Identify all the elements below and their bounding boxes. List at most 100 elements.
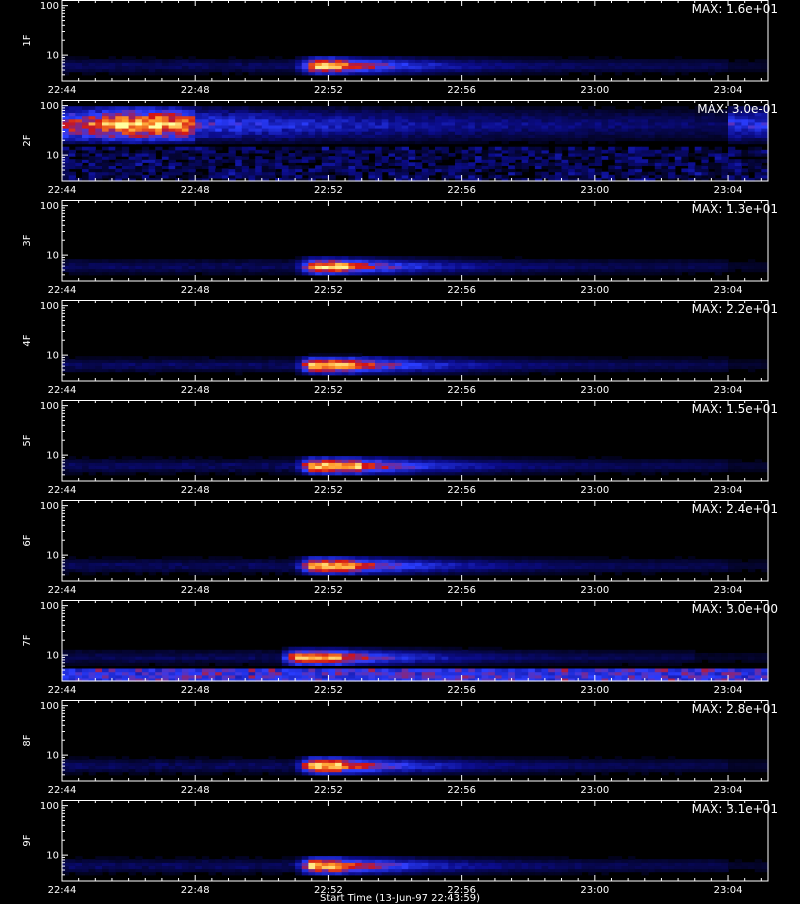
heatmap-cell xyxy=(229,113,236,117)
heatmap-cell xyxy=(422,147,429,151)
heatmap-cell xyxy=(162,356,169,360)
heatmap-cell xyxy=(668,59,675,63)
heatmap-cell xyxy=(708,153,715,157)
heatmap-cell xyxy=(102,572,109,576)
heatmap-cell xyxy=(735,153,742,157)
heatmap-cell xyxy=(588,456,595,460)
heatmap-cell xyxy=(422,169,429,173)
heatmap-cell xyxy=(542,159,549,163)
heatmap-cell xyxy=(182,113,189,117)
heatmap-cell xyxy=(562,72,569,76)
x-tick-label: 23:04 xyxy=(714,85,743,96)
heatmap-cell xyxy=(608,59,615,63)
heatmap-cell xyxy=(402,256,409,260)
heatmap-cell xyxy=(195,147,202,151)
heatmap-cell xyxy=(448,153,455,157)
y-tick-label: 10 xyxy=(46,251,59,262)
heatmap-cell xyxy=(322,256,329,260)
heatmap-cell xyxy=(428,56,435,60)
heatmap-cell xyxy=(175,162,182,166)
heatmap-cell xyxy=(628,259,635,263)
heatmap-cell xyxy=(575,153,582,157)
heatmap-cell xyxy=(355,256,362,260)
heatmap-cell xyxy=(548,175,555,179)
heatmap-cell xyxy=(308,169,315,173)
heatmap-cell xyxy=(102,147,109,151)
heatmap-cell xyxy=(348,153,355,157)
heatmap-cell xyxy=(462,106,469,110)
heatmap-cell xyxy=(701,172,708,176)
heatmap-cell xyxy=(348,272,355,276)
heatmap-cell xyxy=(448,356,455,360)
heatmap-cell xyxy=(568,113,575,117)
heatmap-cell xyxy=(269,472,276,476)
heatmap-cell xyxy=(588,472,595,476)
heatmap-cell xyxy=(728,147,735,151)
heatmap-cell xyxy=(82,259,89,263)
heatmap-cell xyxy=(635,459,642,463)
heatmap-cell xyxy=(102,356,109,360)
heatmap-cell xyxy=(508,147,515,151)
heatmap-cell xyxy=(302,272,309,276)
heatmap-cell xyxy=(122,356,129,360)
heatmap-cell xyxy=(608,272,615,276)
heatmap-cell xyxy=(488,372,495,376)
heatmap-cell xyxy=(715,172,722,176)
heatmap-cell xyxy=(308,147,315,151)
heatmap-cell xyxy=(515,372,522,376)
heatmap-cell xyxy=(535,106,542,110)
heatmap-cell xyxy=(515,456,522,460)
heatmap-cell xyxy=(715,272,722,276)
heatmap-cell xyxy=(122,72,129,76)
heatmap-cell xyxy=(515,272,522,276)
heatmap-cell xyxy=(622,131,629,135)
heatmap-cell xyxy=(95,259,102,263)
heatmap-cell xyxy=(69,456,76,460)
heatmap-cell xyxy=(588,147,595,151)
heatmap-cell xyxy=(249,72,256,76)
heatmap-cell xyxy=(622,172,629,176)
heatmap-cell xyxy=(741,359,748,363)
heatmap-cell xyxy=(502,356,509,360)
heatmap-cell xyxy=(615,356,622,360)
heatmap-cell xyxy=(701,147,708,151)
heatmap-cell xyxy=(195,156,202,160)
heatmap-cell xyxy=(129,72,136,76)
heatmap-cell xyxy=(322,147,329,151)
heatmap-cell xyxy=(575,356,582,360)
heatmap-cell xyxy=(588,106,595,110)
heatmap-cell xyxy=(408,272,415,276)
heatmap-cell xyxy=(328,156,335,160)
heatmap-cell xyxy=(315,172,322,176)
heatmap-cell xyxy=(169,456,176,460)
heatmap-cell xyxy=(109,172,116,176)
heatmap-cell xyxy=(748,462,755,466)
heatmap-cell xyxy=(115,106,122,110)
heatmap-cell xyxy=(502,131,509,135)
heatmap-cell xyxy=(495,175,502,179)
heatmap-cell xyxy=(302,456,309,460)
heatmap-cell xyxy=(622,59,629,63)
heatmap-cell xyxy=(195,356,202,360)
heatmap-cell xyxy=(522,131,529,135)
heatmap-cell xyxy=(455,147,462,151)
heatmap-cell xyxy=(149,113,156,117)
heatmap-cell xyxy=(189,356,196,360)
heatmap-cell xyxy=(681,113,688,117)
heatmap-cell xyxy=(515,472,522,476)
heatmap-cell xyxy=(462,172,469,176)
heatmap-cell xyxy=(109,113,116,117)
heatmap-cell xyxy=(655,272,662,276)
heatmap-cell xyxy=(508,165,515,169)
heatmap-cell xyxy=(508,56,515,60)
heatmap-cell xyxy=(455,172,462,176)
heatmap-cell xyxy=(229,165,236,169)
heatmap-cell xyxy=(262,459,269,463)
heatmap-cell xyxy=(428,256,435,260)
heatmap-cell xyxy=(75,56,82,60)
heatmap-cell xyxy=(255,259,262,263)
heatmap-cell xyxy=(308,172,315,176)
heatmap-cell xyxy=(215,456,222,460)
heatmap-cell xyxy=(555,356,562,360)
heatmap-cell xyxy=(69,359,76,363)
